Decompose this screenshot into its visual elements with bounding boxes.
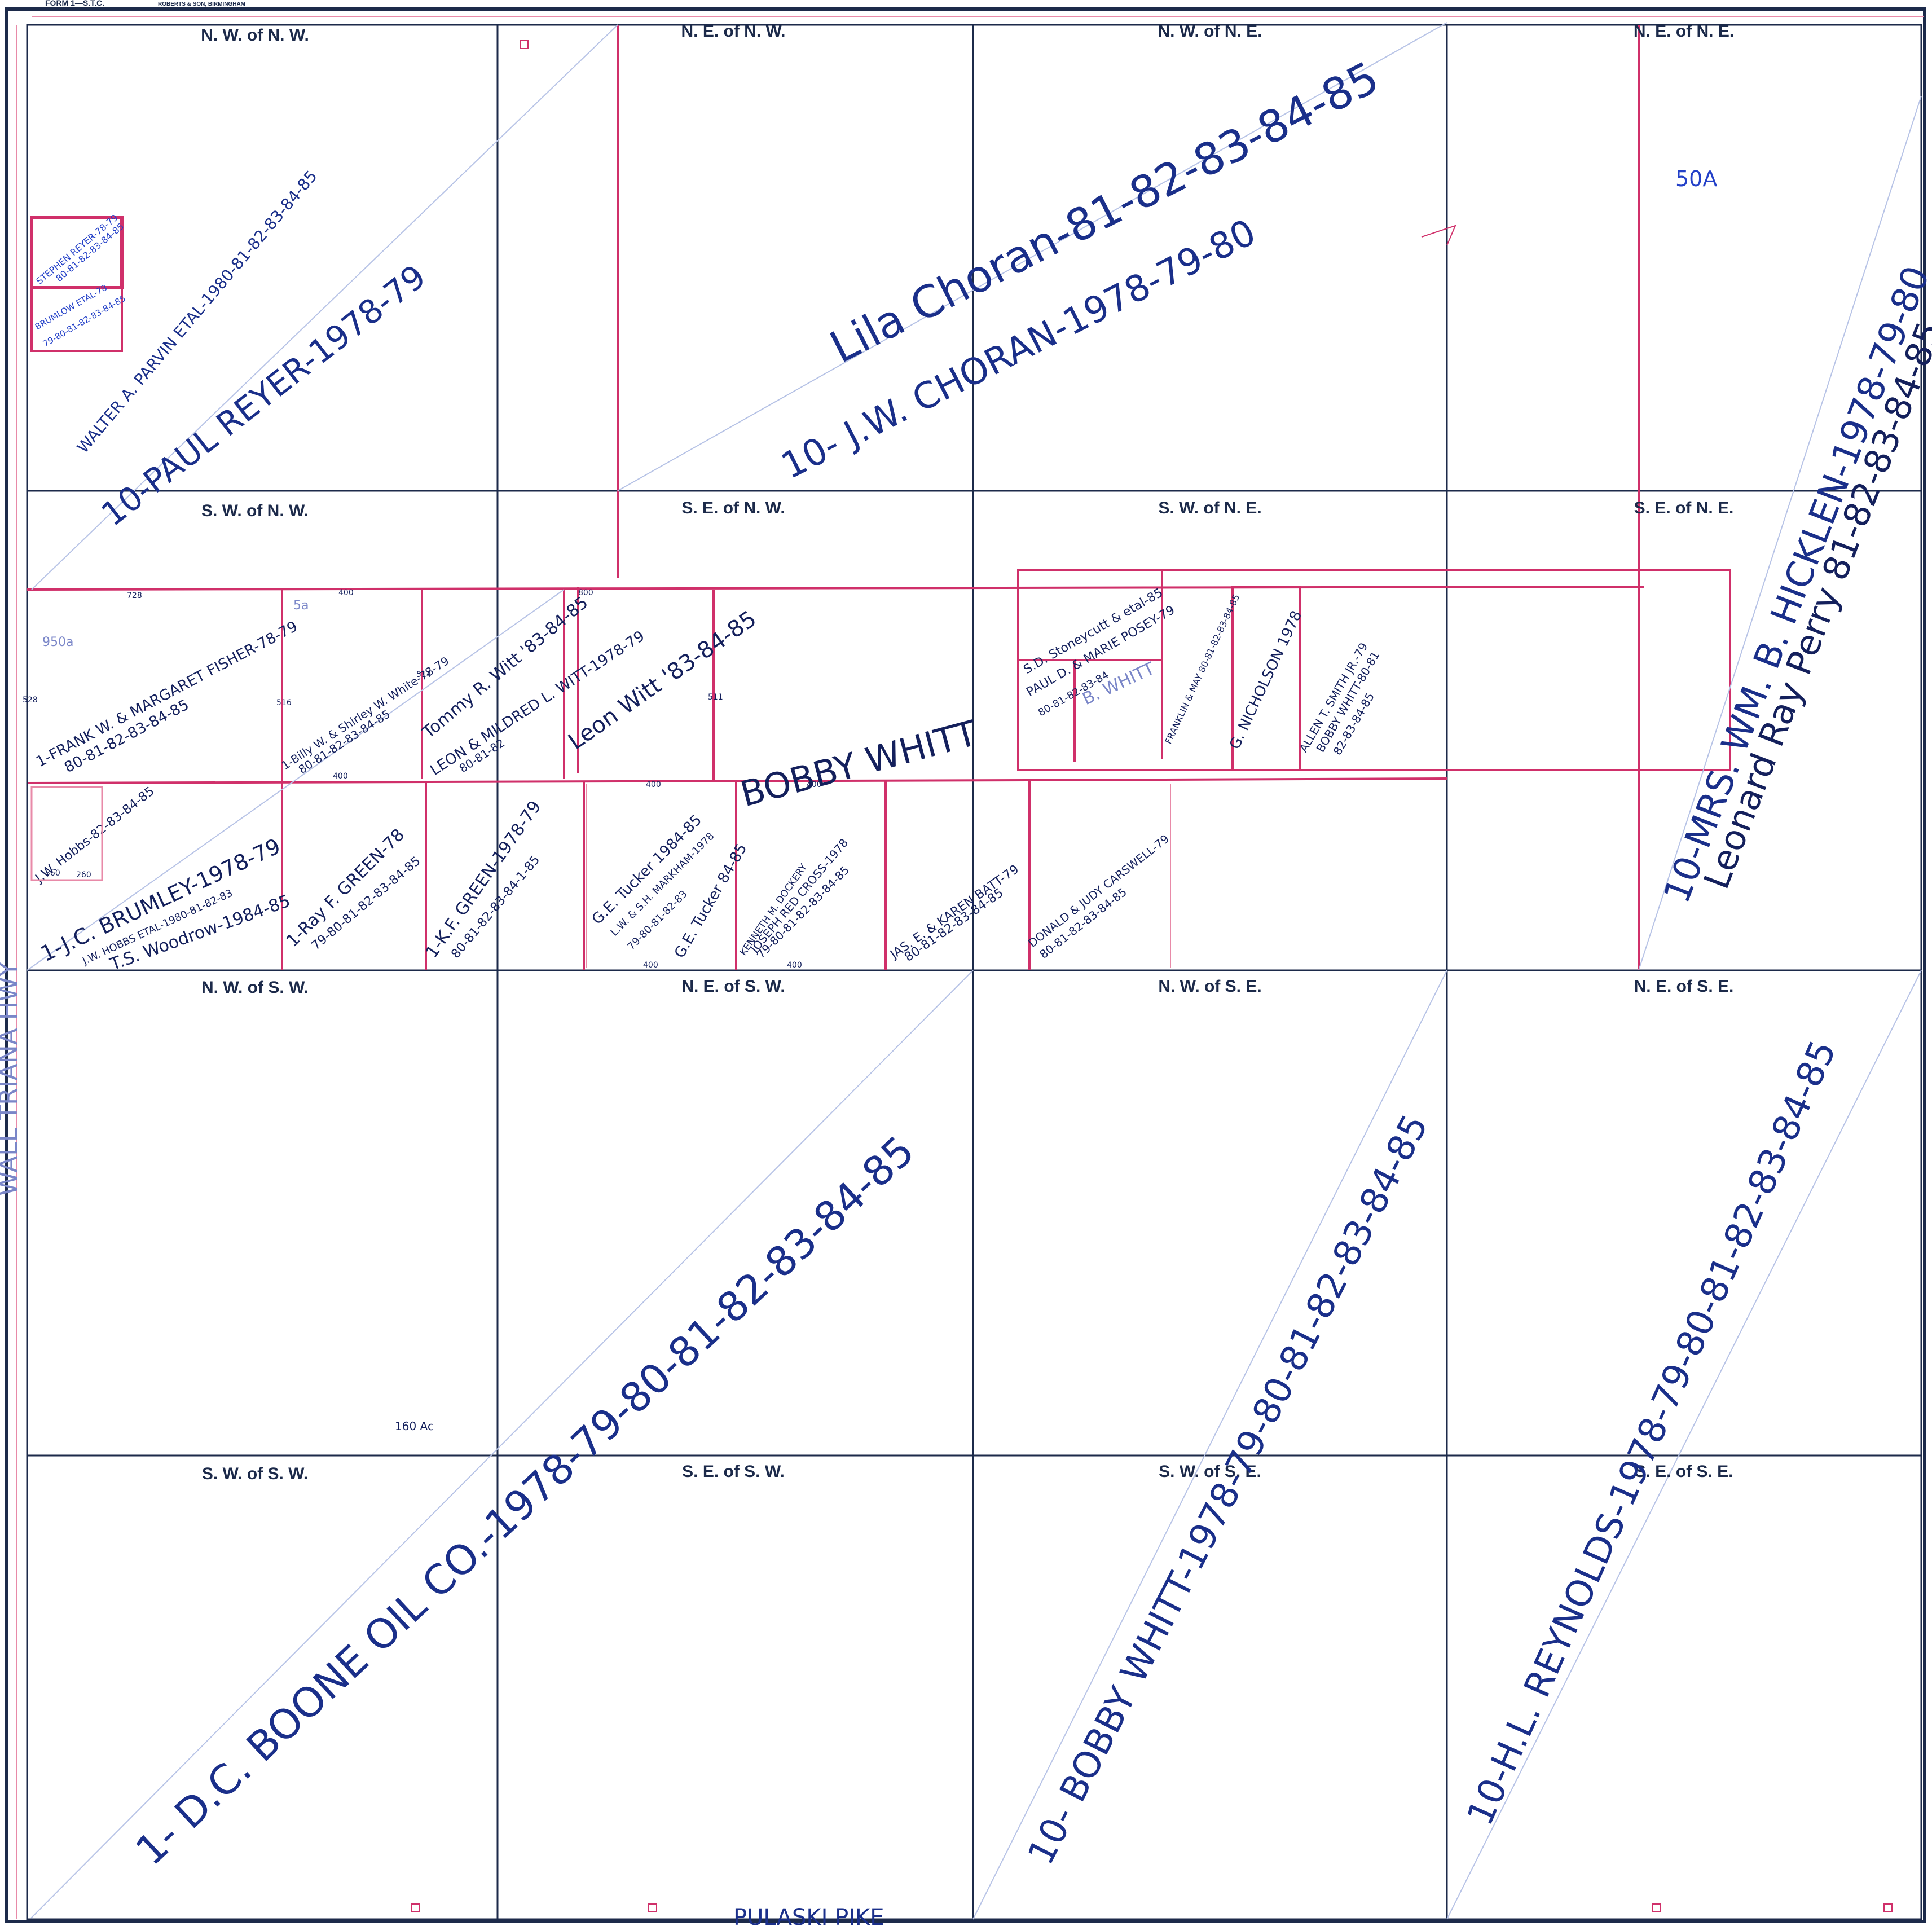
quad-se-of-se: S. E. of S. E. [1634, 1462, 1733, 1481]
diagonal-guides [27, 22, 1922, 1920]
quad-sw-of-ne: S. W. of N. E. [1158, 499, 1261, 517]
owner-bobby-whitt-center: BOBBY WHITT [736, 712, 982, 815]
dim-400d: 400 [807, 780, 822, 789]
owner-nicholson: G. NICHOLSON 1978 [1226, 608, 1305, 752]
edge-lines [16, 16, 1924, 1919]
quad-ne-of-se: N. E. of S. E. [1634, 977, 1734, 996]
hobbs-parcel [30, 786, 103, 881]
quad-nw-of-nw: N. W. of N. W. [201, 26, 309, 45]
road-bottom: PULASKI PIKE [733, 1905, 884, 1926]
owner-joseph: JOSEPH RED CROSS-1978 [747, 836, 851, 956]
owner-carswell: DONALD & JUDY CARSWELL-79 [1026, 832, 1172, 950]
owner-paul-reyer: 10-PAUL REYER-1978-79 [94, 257, 433, 534]
dim-528: 528 [23, 696, 38, 705]
dim-728: 728 [127, 591, 142, 600]
quad-nw-of-se: N. W. of S. E. [1158, 977, 1261, 996]
owner-leon-witt: Leon Witt '83-84-85 [564, 606, 761, 755]
survey-marks [411, 40, 1893, 1912]
dim-800: 800 [578, 588, 593, 597]
owner-stephen-reyer: STEPHEN REYER-78-79 [34, 212, 120, 287]
quad-nw-of-ne: N. W. of N. E. [1158, 22, 1262, 41]
parcel-lines [27, 25, 1731, 970]
owner-ge-tucker: G.E. Tucker 1984-85 [589, 812, 705, 928]
dim-360: 360 [45, 869, 60, 878]
owner-batt: JAS. E. & KAREN BATT-79 [887, 863, 1022, 962]
ne-ne-number: 50A [1675, 166, 1717, 191]
dim-511: 511 [708, 693, 723, 702]
quad-sw-of-sw: S. W. of S. W. [202, 1465, 308, 1483]
owner-boone: 1- D.C. BOONE OIL CO.-1978-79-80-81-82-8… [126, 1127, 923, 1874]
dim-514: 514 [416, 670, 432, 679]
outer-border [5, 7, 1926, 1923]
quad-sw-of-nw: S. W. of N. W. [201, 502, 309, 520]
owner-batt-years: 80-81-82-83-84-85 [902, 886, 1006, 965]
form-label: FORM 1—S.T.C. [45, 0, 104, 7]
dim-400b: 400 [333, 772, 348, 781]
dim-400e: 400 [643, 961, 658, 970]
quad-se-of-nw: S. E. of N. W. [681, 499, 785, 517]
dim-516: 516 [276, 698, 292, 707]
dim-5a: 5a [293, 599, 309, 613]
dim-400a: 400 [338, 588, 354, 597]
acres-160: 160 Ac [395, 1419, 434, 1433]
dim-400f: 400 [787, 961, 802, 970]
dim-400c: 400 [646, 780, 661, 789]
section-border [26, 24, 1922, 1920]
quad-ne-of-ne: N. E. of N. E. [1634, 22, 1734, 41]
dim-950: 950a [42, 635, 73, 649]
owner-hicklen: 10-MRS. WM. B. HICKLEN-1978-79-80 [1656, 261, 1932, 909]
road-left: WALL TRIANA HWY [0, 962, 23, 1196]
section-grid [27, 25, 1921, 1919]
owner-reynolds: 10-H.L. REYNOLDS-1978-79-80-81-82-83-84-… [1459, 1035, 1845, 1832]
quad-ne-of-nw: N. E. of N. W. [681, 22, 786, 41]
quad-ne-of-sw: N. E. of S. W. [681, 977, 785, 996]
quad-se-of-sw: S. E. of S. W. [682, 1462, 785, 1481]
quad-sw-of-se: S. W. of S. E. [1159, 1462, 1261, 1481]
dim-260: 260 [76, 870, 91, 880]
quad-nw-of-sw: N. W. of S. W. [201, 978, 309, 997]
quad-se-of-ne: S. E. of N. E. [1634, 499, 1734, 517]
owner-bobby-whitt-se: 10- BOBBY WHITT-1978-79-80-81-82-83-84-8… [1020, 1108, 1436, 1871]
publisher-label: ROBERTS & SON, BIRMINGHAM [158, 1, 245, 7]
